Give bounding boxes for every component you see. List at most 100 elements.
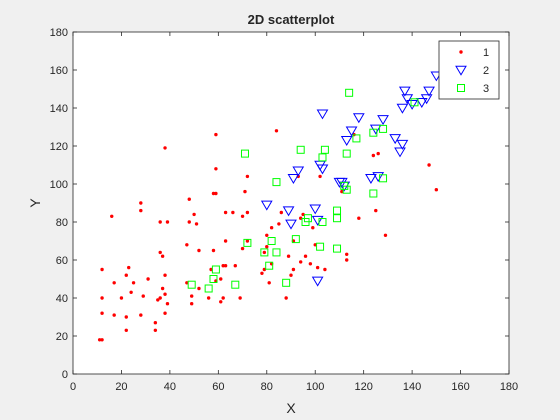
plot-frame: [72, 31, 510, 375]
data-point: [112, 313, 116, 317]
data-point: [286, 254, 291, 258]
y-tick-label: 100: [50, 179, 68, 191]
data-point: [189, 294, 194, 298]
data-point: [245, 239, 250, 243]
data-point: [309, 204, 322, 215]
data-point: [245, 210, 250, 215]
data-point: [265, 261, 274, 270]
x-tick-label: 40: [164, 381, 176, 393]
data-point: [219, 277, 223, 281]
data-point: [287, 174, 300, 185]
y-tick-label: 180: [50, 27, 68, 39]
data-point: [165, 220, 170, 224]
data-point: [100, 267, 104, 272]
data-point: [282, 206, 295, 217]
data-point: [223, 239, 228, 243]
data-point: [163, 292, 167, 296]
x-tick-label: 20: [115, 381, 127, 393]
data-point: [318, 153, 327, 162]
x-axis-label: X: [286, 400, 296, 416]
data-point: [406, 99, 418, 110]
chart-title: 2D scatterplot: [248, 12, 335, 27]
data-point: [316, 164, 329, 175]
data-point: [139, 208, 143, 213]
data-point: [265, 233, 269, 237]
data-point: [410, 98, 419, 107]
data-point: [223, 210, 228, 215]
y-tick-label: 140: [50, 103, 68, 115]
data-point: [265, 245, 269, 249]
data-point: [163, 273, 167, 277]
data-point: [420, 94, 433, 105]
data-point: [223, 264, 228, 268]
series-1: [97, 129, 439, 342]
legend-entry-3: 3: [457, 83, 489, 95]
data-point: [342, 149, 351, 158]
data-point: [291, 267, 296, 272]
data-point: [231, 280, 240, 289]
data-point: [163, 146, 167, 150]
data-point: [398, 86, 411, 97]
data-point: [127, 265, 131, 270]
x-tick-label: 120: [354, 381, 372, 393]
data-point: [124, 273, 128, 277]
data-point: [394, 147, 406, 158]
legend-entry-1: 1: [459, 47, 489, 59]
data-point: [260, 248, 269, 257]
data-point: [365, 174, 377, 185]
x-tick-label: 0: [70, 381, 76, 393]
data-point: [260, 200, 273, 211]
legend-label: 1: [483, 47, 489, 59]
data-point: [272, 178, 281, 187]
data-point: [158, 296, 162, 300]
data-point: [285, 219, 297, 230]
data-point: [282, 278, 291, 287]
data-point: [245, 174, 250, 179]
data-point: [243, 189, 247, 194]
data-point: [211, 248, 216, 253]
data-point: [219, 300, 223, 304]
data-point: [211, 265, 220, 274]
data-point: [240, 149, 249, 158]
y-tick-label: 40: [56, 293, 68, 305]
data-point: [269, 226, 274, 230]
data-point: [165, 302, 170, 306]
data-point: [345, 126, 358, 137]
data-point: [377, 115, 389, 126]
x-tick-label: 180: [500, 381, 518, 393]
data-point: [298, 260, 303, 264]
data-point: [320, 145, 329, 154]
data-point: [211, 191, 216, 196]
legend-label: 3: [483, 83, 489, 95]
data-point: [352, 134, 361, 143]
legend-entry-2: 2: [455, 65, 489, 77]
x-tick-label: 160: [451, 381, 469, 393]
data-point: [100, 338, 104, 342]
data-point: [139, 201, 143, 205]
axes-layer: 0 20 40 60 80 100 120 140 160 180 0 20 40 60 80 100 120 1…: [50, 27, 519, 393]
data-point: [197, 248, 201, 253]
data-point: [221, 296, 225, 300]
data-point: [371, 153, 376, 158]
data-point: [124, 328, 128, 332]
data-point: [197, 286, 201, 291]
data-point: [401, 94, 414, 105]
data-point: [146, 277, 150, 281]
data-point: [369, 128, 378, 137]
data-point: [383, 233, 388, 237]
data-point: [376, 151, 380, 156]
data-point: [311, 226, 315, 230]
data-point: [158, 220, 162, 224]
x-tick-label: 100: [306, 381, 324, 393]
data-point: [379, 174, 388, 183]
legend-label: 2: [483, 65, 489, 77]
data-point: [209, 275, 218, 283]
data-point: [372, 172, 385, 183]
data-point: [110, 214, 114, 218]
data-point: [262, 250, 267, 255]
data-point: [185, 243, 189, 247]
data-point: [369, 189, 378, 198]
data-point: [100, 311, 104, 315]
x-tick-label: 80: [261, 381, 273, 393]
